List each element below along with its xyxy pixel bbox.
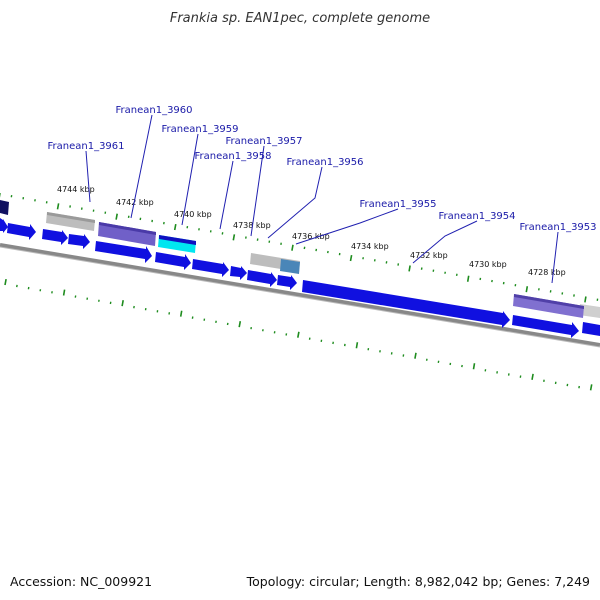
cds-arrow xyxy=(68,234,90,249)
kbp-label: 4728 kbp xyxy=(528,268,566,277)
major-tick xyxy=(115,213,118,220)
gene-label: Franean1_3956 xyxy=(286,157,363,168)
major-tick xyxy=(589,384,593,391)
cds-arrow xyxy=(582,322,600,336)
kbp-label: 4740 kbp xyxy=(174,210,212,219)
major-tick xyxy=(525,286,529,293)
gene-label-line xyxy=(250,145,265,237)
kbp-label: 4742 kbp xyxy=(116,198,154,207)
major-tick xyxy=(56,203,60,210)
kbp-label: 4734 kbp xyxy=(351,242,389,251)
gene-label: Franean1_3961 xyxy=(47,141,124,152)
purple-feature-top xyxy=(514,294,584,309)
genome-backbone-shadow xyxy=(0,246,600,348)
gene-labels: Franean1_3961 Franean1_3960 Franean1_395… xyxy=(47,105,596,233)
gene-label-line xyxy=(130,114,153,219)
gene-label: Franean1_3957 xyxy=(225,136,302,147)
major-tick xyxy=(179,310,183,317)
grey-feature xyxy=(579,304,600,318)
genome-backbone xyxy=(0,243,600,347)
accession-text: Accession: NC_009921 xyxy=(10,574,152,589)
gene-label-line xyxy=(85,150,91,203)
cds-arrow xyxy=(95,241,152,263)
feature-track xyxy=(0,200,600,338)
cds-arrow xyxy=(302,280,510,328)
cds-arrow xyxy=(0,218,8,233)
cds-arrow xyxy=(230,266,247,280)
gene-label-line xyxy=(267,166,323,239)
major-tick xyxy=(355,342,359,349)
gene-label-line xyxy=(295,208,399,245)
cds-arrow xyxy=(42,229,68,245)
major-tick xyxy=(173,223,177,231)
inner-tick-ring xyxy=(4,278,593,391)
cds-arrow xyxy=(247,270,277,287)
major-tick xyxy=(414,352,417,359)
major-tick xyxy=(466,275,470,282)
gene-label-line xyxy=(412,220,478,264)
purple-feature-top xyxy=(99,222,156,235)
kbp-label: 4738 kbp xyxy=(233,221,271,230)
gene-label-line xyxy=(219,160,234,230)
topology-text: Topology: circular; Length: 8,982,042 bp… xyxy=(246,574,590,589)
kbp-label: 4744 kbp xyxy=(57,185,95,194)
major-tick xyxy=(238,321,242,328)
major-tick xyxy=(349,254,353,262)
major-tick xyxy=(4,278,7,286)
kbp-label: 4736 kbp xyxy=(292,232,330,241)
genome-title: Frankia sp. EAN1pec, complete genome xyxy=(170,11,430,26)
major-tick xyxy=(408,265,411,272)
gene-label-lines xyxy=(85,114,559,284)
steelblue-feature xyxy=(280,259,300,274)
gene-label: Franean1_3953 xyxy=(519,222,596,233)
gene-label-line xyxy=(551,231,559,284)
kbp-label: 4732 kbp xyxy=(410,251,448,260)
gene-label: Franean1_3959 xyxy=(161,124,238,135)
gene-label: Franean1_3954 xyxy=(438,211,515,222)
major-tick xyxy=(531,373,534,380)
cds-arrow xyxy=(512,315,579,338)
major-tick xyxy=(472,363,476,370)
cds-arrow xyxy=(192,259,229,277)
dark-feature xyxy=(0,200,9,215)
cds-arrow xyxy=(155,252,191,270)
major-tick xyxy=(121,300,124,307)
gene-label-line xyxy=(181,133,199,226)
major-tick xyxy=(297,331,300,338)
grey-feature-edge xyxy=(47,212,95,223)
purple-feature xyxy=(513,294,584,318)
outer-tick-ring xyxy=(0,193,599,303)
gene-label: Franean1_3960 xyxy=(115,105,192,116)
gene-label: Franean1_3958 xyxy=(194,151,271,162)
kbp-labels: 4744 kbp 4742 kbp 4740 kbp 4738 kbp 4736… xyxy=(57,185,566,277)
cyan-feature-top xyxy=(159,235,196,245)
cds-arrow xyxy=(277,275,297,290)
purple-feature xyxy=(98,222,156,246)
gene-label: Franean1_3955 xyxy=(359,199,436,210)
cds-arrow xyxy=(7,223,36,240)
major-tick xyxy=(232,234,236,241)
kbp-label: 4730 kbp xyxy=(469,260,507,269)
major-tick xyxy=(291,244,294,251)
major-tick xyxy=(62,289,66,296)
major-tick xyxy=(584,296,587,303)
